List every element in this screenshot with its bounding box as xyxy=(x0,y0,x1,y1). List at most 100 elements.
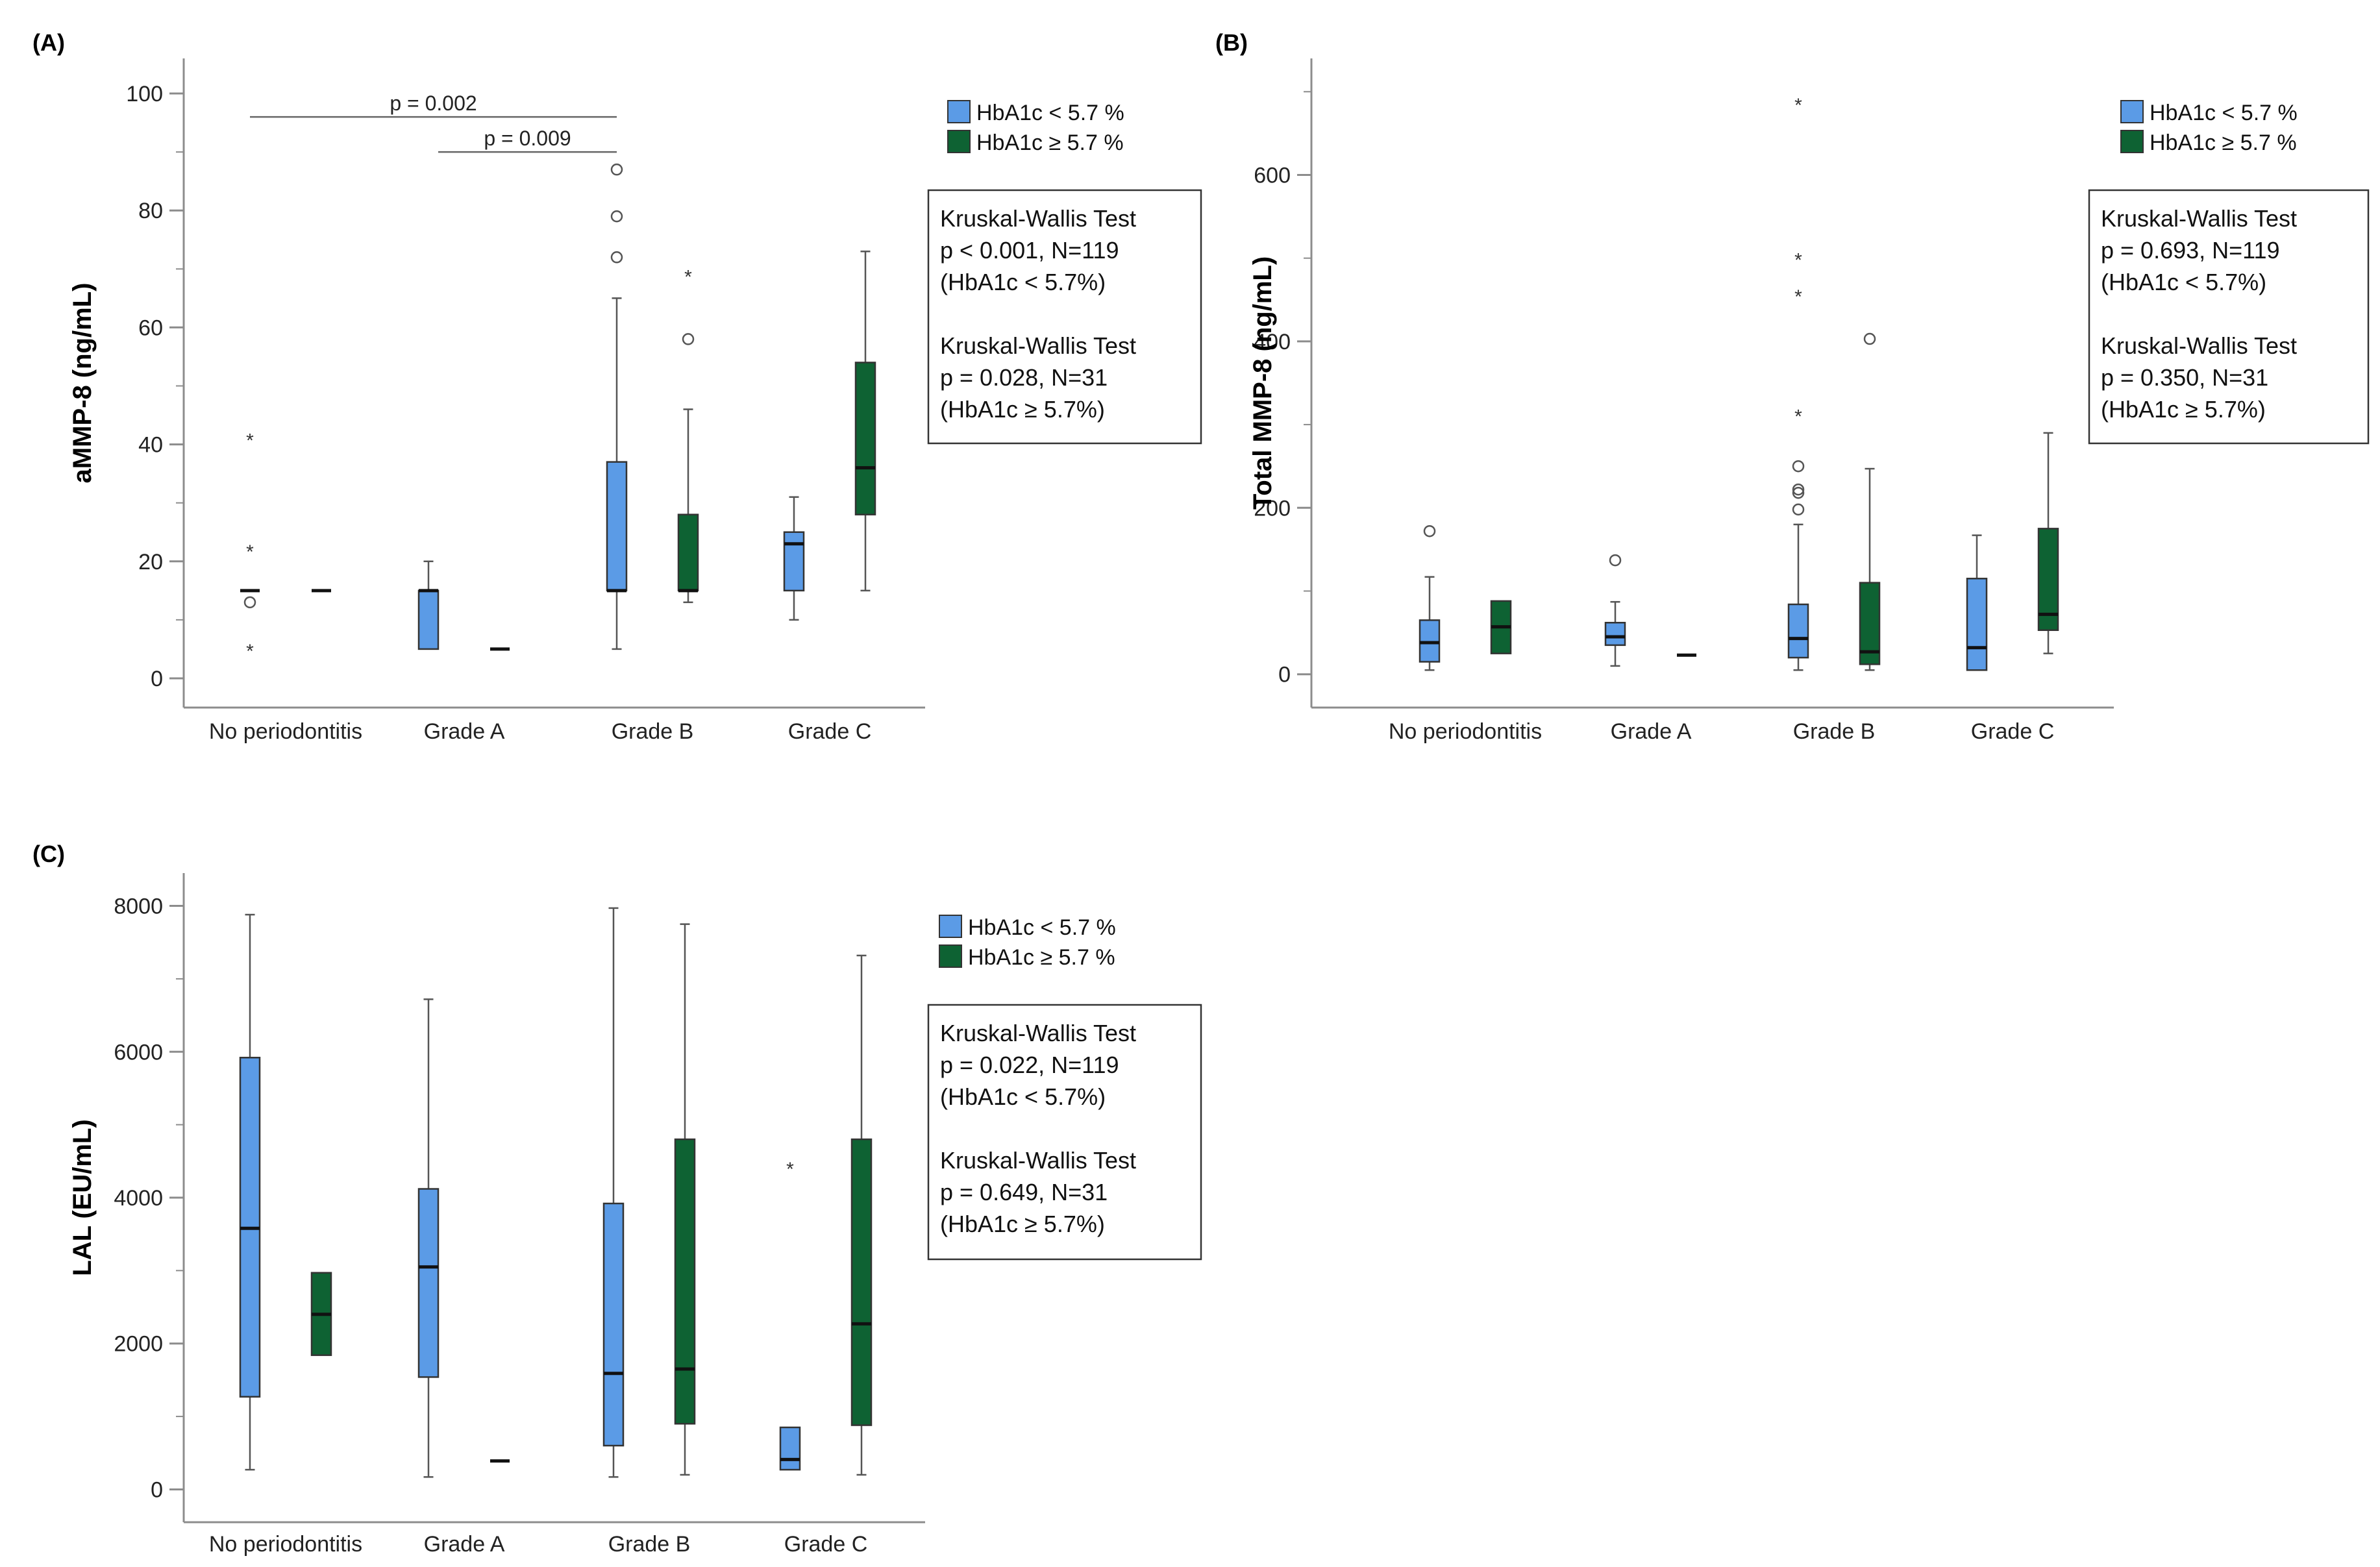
outlier-point xyxy=(1609,554,1622,567)
box-total-mmp-8-0-1 xyxy=(1490,600,1512,654)
legend-swatch xyxy=(2120,100,2144,123)
stats-line: (HbA1c < 5.7%) xyxy=(940,1083,1106,1110)
box-total-mmp-8-1-0 xyxy=(1604,554,1626,667)
stats-line: p = 0.028, N=31 xyxy=(940,364,1108,391)
panels: (A) 0 20 40 60 80 100 aMMP-8 (ng/mL) No periodon… xyxy=(32,29,2370,1557)
box-total-mmp-8-2-0: * * * * xyxy=(1787,95,1809,671)
outlier-point xyxy=(243,596,256,609)
x-tick-label: No periodontitis xyxy=(1389,719,1542,744)
panel-label: (C) xyxy=(32,841,65,867)
box-iqr xyxy=(417,1188,440,1378)
stats-frame xyxy=(927,189,1202,445)
legend: HbA1c < 5.7 % HbA1c ≥ 5.7 % xyxy=(2120,100,2298,155)
panel-label: (B) xyxy=(1215,29,1248,56)
box-lal-2-0 xyxy=(602,907,625,1478)
stats-box: Kruskal-Wallis Test p = 0.022, N=119 (HbA1… xyxy=(927,1004,1202,1261)
legend-swatch xyxy=(939,944,962,968)
stats-frame xyxy=(2088,189,2370,445)
y-tick-label: 60 xyxy=(138,315,163,340)
y-tick-label: 200 xyxy=(1254,496,1291,521)
x-tick-label: No periodontitis xyxy=(209,719,362,744)
outlier-point xyxy=(610,210,623,223)
y-tick-label: 100 xyxy=(126,82,163,106)
box-aMMP-8-3-0 xyxy=(783,496,805,621)
legend-label: HbA1c ≥ 5.7 % xyxy=(968,945,1115,970)
stats-line: (HbA1c < 5.7%) xyxy=(940,269,1106,295)
y-axis-title: LAL (EU/mL) xyxy=(68,1119,97,1276)
stats-line: Kruskal-Wallis Test xyxy=(2101,332,2297,359)
series-hba1c-low: * xyxy=(239,907,801,1478)
x-tick-label: Grade C xyxy=(788,719,872,744)
x-tick-label: Grade C xyxy=(784,1532,868,1557)
x-tick-label: Grade B xyxy=(608,1532,691,1557)
x-tick-label: Grade B xyxy=(612,719,694,744)
stats-frame xyxy=(927,1004,1202,1261)
box-aMMP-8-2-0 xyxy=(606,163,628,650)
stats-line: Kruskal-Wallis Test xyxy=(2101,205,2297,232)
legend-swatch xyxy=(947,130,971,153)
x-tick-label: Grade B xyxy=(1793,719,1876,744)
extreme-point: * xyxy=(1794,286,1802,308)
x-tick-label: Grade C xyxy=(1971,719,2055,744)
extreme-point: * xyxy=(1794,250,1802,271)
y-tick-label: 40 xyxy=(138,433,163,458)
box-lal-3-0: * xyxy=(779,1159,801,1471)
box-total-mmp-8-2-1 xyxy=(1859,332,1881,671)
significance-label: p = 0.002 xyxy=(390,92,477,115)
panel-a: (A) 0 20 40 60 80 100 aMMP-8 (ng/mL) No periodon… xyxy=(32,29,1202,744)
x-tick-label: Grade A xyxy=(424,719,505,744)
x-tick-label: Grade A xyxy=(1611,719,1692,744)
extreme-point: * xyxy=(1794,95,1802,116)
box-aMMP-8-0-0: * * * xyxy=(240,430,260,662)
outlier-point xyxy=(610,251,623,264)
stats-line: (HbA1c < 5.7%) xyxy=(2101,269,2266,295)
outlier-point xyxy=(1792,486,1805,499)
box-aMMP-8-1-0 xyxy=(417,560,440,650)
y-tick-label: 6000 xyxy=(114,1040,163,1065)
series-hba1c-high: * xyxy=(312,251,876,651)
box-iqr xyxy=(850,1138,873,1426)
y-tick-label: 0 xyxy=(151,1477,163,1502)
box-iqr xyxy=(779,1426,801,1471)
y-tick-label: 8000 xyxy=(114,895,163,919)
stats-box: Kruskal-Wallis Test p = 0.693, N=119 (HbA1… xyxy=(2088,189,2370,445)
extreme-point: * xyxy=(1794,406,1802,428)
legend-swatch xyxy=(2120,130,2144,153)
box-total-mmp-8-3-0 xyxy=(1966,534,1988,671)
y-tick-label: 80 xyxy=(138,199,163,223)
outlier-point xyxy=(682,333,695,345)
legend-label: HbA1c ≥ 5.7 % xyxy=(976,130,1124,155)
box-iqr xyxy=(854,362,876,515)
series-hba1c-high xyxy=(1490,332,2059,671)
box-iqr xyxy=(417,589,440,650)
stats-line: (HbA1c ≥ 5.7%) xyxy=(2101,396,2266,423)
legend-label: HbA1c < 5.7 % xyxy=(976,101,1124,125)
panel-b: (B) 0 200 400 600 Total MMP-8 (ng/mL) No perio… xyxy=(1215,29,2370,744)
box-lal-2-1 xyxy=(674,923,696,1476)
y-tick-label: 600 xyxy=(1254,163,1291,188)
outlier-point xyxy=(1863,332,1876,345)
box-iqr xyxy=(606,461,628,592)
box-lal-0-1 xyxy=(310,1272,332,1356)
stats-line: p = 0.693, N=119 xyxy=(2101,237,2280,264)
legend-swatch xyxy=(939,915,962,938)
legend-label: HbA1c ≥ 5.7 % xyxy=(2150,130,2297,155)
series-hba1c-low: * * * * xyxy=(1419,95,1988,671)
y-tick-label: 2000 xyxy=(114,1332,163,1357)
box-iqr xyxy=(1966,578,1988,671)
box-iqr xyxy=(783,531,805,592)
box-lal-1-0 xyxy=(417,998,440,1478)
stats-line: Kruskal-Wallis Test xyxy=(940,205,1136,232)
stats-box: Kruskal-Wallis Test p < 0.001, N=119 (HbA1… xyxy=(927,189,1202,445)
stats-line: Kruskal-Wallis Test xyxy=(940,1147,1136,1174)
box-aMMP-8-3-1 xyxy=(854,251,876,592)
panel-label: (A) xyxy=(32,29,65,56)
legend-label: HbA1c < 5.7 % xyxy=(968,915,1116,940)
stats-line: p = 0.649, N=31 xyxy=(940,1179,1108,1205)
legend-label: HbA1c < 5.7 % xyxy=(2150,101,2298,125)
y-tick-label: 4000 xyxy=(114,1186,163,1211)
stats-line: Kruskal-Wallis Test xyxy=(940,332,1136,359)
outlier-point xyxy=(1423,524,1436,537)
extreme-point: * xyxy=(246,641,254,662)
significance-label: p = 0.009 xyxy=(484,127,571,150)
